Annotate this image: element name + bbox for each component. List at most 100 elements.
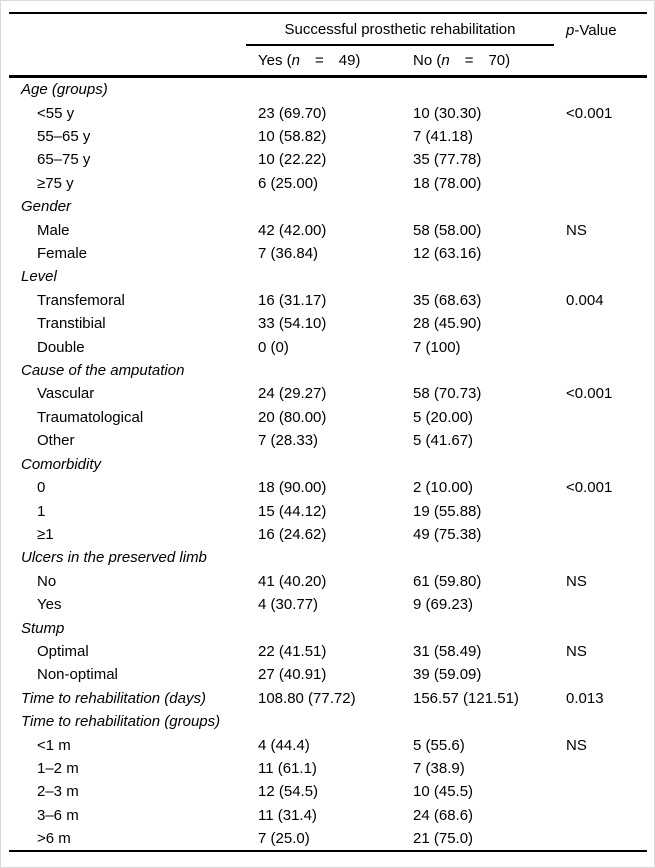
- row-label: Traumatological: [37, 408, 144, 426]
- spanner-label: Successful prosthetic rehabilitation: [284, 20, 516, 38]
- row-label: Comorbidity: [21, 455, 102, 473]
- no-value: 5 (55.6): [413, 736, 465, 754]
- no-value: 49 (75.38): [413, 525, 482, 543]
- no-value: 2 (10.00): [413, 479, 474, 497]
- row-label: 3–6 m: [37, 806, 79, 824]
- no-value: 9 (69.23): [413, 596, 474, 614]
- data-row: 2–3 m 12 (54.5) 10 (45.5): [9, 780, 647, 803]
- row-label: Male: [37, 221, 70, 239]
- data-row: Traumatological 20 (80.00) 5 (20.00): [9, 406, 647, 429]
- yes-value: 23 (69.70): [258, 104, 327, 122]
- no-value: 31 (58.49): [413, 642, 482, 660]
- row-label: Level: [21, 268, 57, 286]
- yes-count: 49): [338, 52, 361, 69]
- row-label: Optimal: [37, 642, 89, 660]
- data-row: Optimal 22 (41.51) 31 (58.49) NS: [9, 640, 647, 663]
- no-value: 12 (63.16): [413, 245, 482, 263]
- data-row: Yes 4 (30.77) 9 (69.23): [9, 593, 647, 616]
- yes-value: 33 (54.10): [258, 315, 327, 333]
- data-row: ≥75 y 6 (25.00) 18 (78.00): [9, 172, 647, 195]
- p-var: p: [566, 21, 575, 39]
- yes-value: 10 (22.22): [258, 151, 327, 169]
- p-value: 0.004: [566, 291, 604, 309]
- no-value: 156.57 (121.51): [413, 689, 519, 707]
- row-label: 0: [37, 479, 46, 497]
- yes-value: 18 (90.00): [258, 479, 327, 497]
- table-body: Age (groups) <55 y 23 (69.70) 10 (30.30) <0.…: [9, 78, 647, 853]
- yes-value: 108.80 (77.72): [258, 689, 356, 707]
- yes-pre: Yes (: [258, 52, 292, 69]
- no-count: 70): [488, 52, 511, 69]
- yes-value: 7 (25.0): [258, 830, 310, 848]
- yes-value: 7 (36.84): [258, 245, 319, 263]
- row-label: Double: [37, 338, 85, 356]
- no-value: 21 (75.0): [413, 830, 474, 848]
- section-row: Cause of the amputation: [9, 359, 647, 382]
- yes-value: 27 (40.91): [258, 666, 327, 684]
- yes-value: 16 (31.17): [258, 291, 327, 309]
- no-value: 7 (100): [413, 338, 461, 356]
- section-row: Stump: [9, 616, 647, 639]
- yes-equals: =: [314, 52, 324, 69]
- no-column-header: No (n = 70): [401, 52, 554, 69]
- row-label: <1 m: [37, 736, 71, 754]
- row-label: Non-optimal: [37, 666, 118, 684]
- row-label: 55–65 y: [37, 128, 91, 146]
- row-label: Transtibial: [37, 315, 106, 333]
- yes-value: 7 (28.33): [258, 432, 319, 450]
- row-label: Age (groups): [21, 81, 108, 99]
- no-value: 58 (70.73): [413, 385, 482, 403]
- yes-value: 42 (42.00): [258, 221, 327, 239]
- yes-value: 6 (25.00): [258, 174, 319, 192]
- yes-value: 10 (58.82): [258, 128, 327, 146]
- row-label: Cause of the amputation: [21, 362, 185, 380]
- yes-value: 15 (44.12): [258, 502, 327, 520]
- yes-value: 20 (80.00): [258, 408, 327, 426]
- data-row: <55 y 23 (69.70) 10 (30.30) <0.001: [9, 101, 647, 124]
- p-value-column-header: p-Value: [554, 14, 647, 46]
- yes-value: 11 (61.1): [258, 759, 317, 777]
- yes-value: 4 (44.4): [258, 736, 310, 754]
- data-row: 3–6 m 11 (31.4) 24 (68.6): [9, 804, 647, 827]
- yes-value: 0 (0): [258, 338, 289, 356]
- no-value: 7 (41.18): [413, 128, 474, 146]
- section-row: Ulcers in the preserved limb: [9, 546, 647, 569]
- column-group-header: Successful prosthetic rehabilitation: [246, 14, 554, 46]
- yes-n-var: n: [291, 52, 300, 69]
- data-row: 55–65 y 10 (58.82) 7 (41.18): [9, 125, 647, 148]
- data-row: No 41 (40.20) 61 (59.80) NS: [9, 570, 647, 593]
- p-value: 0.013: [566, 689, 604, 707]
- no-value: 7 (38.9): [413, 759, 465, 777]
- data-row: Transfemoral 16 (31.17) 35 (68.63) 0.004: [9, 289, 647, 312]
- no-value: 19 (55.88): [413, 502, 482, 520]
- data-row: Vascular 24 (29.27) 58 (70.73) <0.001: [9, 382, 647, 405]
- row-label: Stump: [21, 619, 65, 637]
- data-row: ≥1 16 (24.62) 49 (75.38): [9, 523, 647, 546]
- yes-value: 16 (24.62): [258, 525, 327, 543]
- data-row: Other 7 (28.33) 5 (41.67): [9, 429, 647, 452]
- p-value: NS: [566, 642, 587, 660]
- empty-header-cell: [9, 14, 246, 46]
- section-row: Age (groups): [9, 78, 647, 101]
- data-row: 1–2 m 11 (61.1) 7 (38.9): [9, 757, 647, 780]
- section-row: Comorbidity: [9, 453, 647, 476]
- p-value: NS: [566, 221, 587, 239]
- no-value: 18 (78.00): [413, 174, 482, 192]
- row-label: Gender: [21, 198, 72, 216]
- subheader-row: Yes (n = 49) No (n = 70): [9, 46, 647, 75]
- no-value: 35 (68.63): [413, 291, 482, 309]
- data-row: <1 m 4 (44.4) 5 (55.6) NS: [9, 733, 647, 756]
- section-row: Time to rehabilitation (groups): [9, 710, 647, 733]
- data-row: Male 42 (42.00) 58 (58.00) NS: [9, 218, 647, 241]
- yes-value: 41 (40.20): [258, 572, 327, 590]
- p-value: <0.001: [566, 104, 613, 122]
- p-value: <0.001: [566, 385, 613, 403]
- no-value: 58 (58.00): [413, 221, 482, 239]
- no-value: 24 (68.6): [413, 806, 474, 824]
- data-row: 65–75 y 10 (22.22) 35 (77.78): [9, 148, 647, 171]
- yes-value: 24 (29.27): [258, 385, 327, 403]
- no-value: 28 (45.90): [413, 315, 482, 333]
- no-value: 5 (20.00): [413, 408, 474, 426]
- section-row: Level: [9, 265, 647, 288]
